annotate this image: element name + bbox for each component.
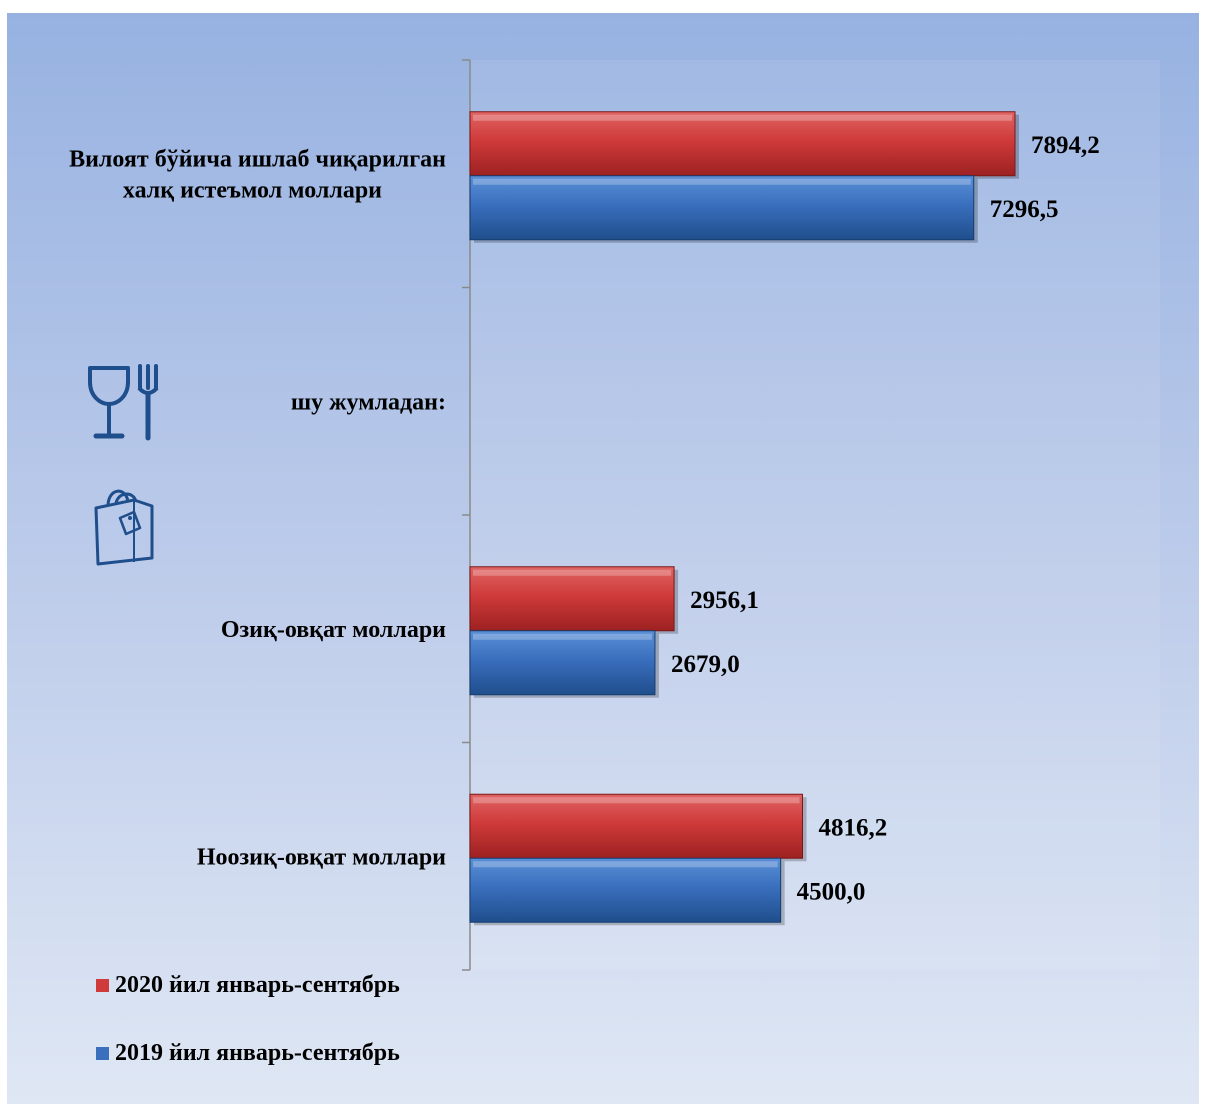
data-label: 4816,2 [819,814,888,841]
legend-label-2020: 2020 йил январь-сентябрь [115,971,400,998]
category-label: Ноозиқ-овқат моллари [197,844,446,870]
legend-swatch-2019 [96,1046,109,1060]
legend-item-2020: 2020 йил январь-сентябрь [96,971,400,999]
food-icon [88,364,159,441]
data-label: 4500,0 [797,878,866,905]
category-label: шу жумладан: [291,389,446,415]
bar-bevel [473,178,971,185]
data-label: 7894,2 [1031,132,1100,159]
bar-2020 [469,566,675,632]
bar-bevel [473,569,672,576]
legend-label-2019: 2019 йил январь-сентябрь [115,1039,400,1066]
bar-2019 [469,857,782,923]
data-label: 7296,5 [990,196,1059,223]
category-label: Вилоят бўйича ишлаб чиқарилган халқ истеъ… [69,146,446,203]
bar-bevel [473,633,652,640]
shopping-bag-icon [94,489,154,566]
bar-bevel [473,797,800,804]
bar-bevel [473,114,1012,121]
category-label: Озиқ-овқат моллари [221,617,446,643]
bar-2019 [469,630,656,696]
bar-2020 [469,793,804,859]
legend-item-2019: 2019 йил январь-сентябрь [96,1039,400,1067]
data-label: 2956,1 [690,587,759,614]
bar-2019 [469,175,975,241]
bar-2020 [469,111,1016,177]
legend-swatch-2020 [96,978,109,992]
data-label: 2679,0 [671,651,740,678]
bar-bevel [473,861,778,868]
